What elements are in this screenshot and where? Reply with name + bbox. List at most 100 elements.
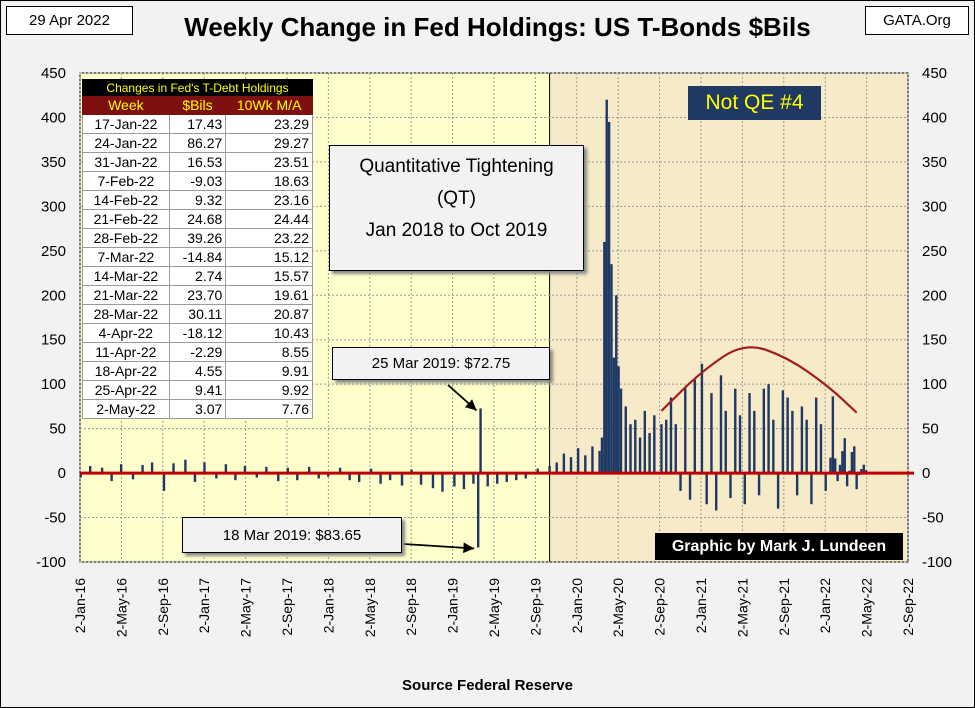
annotation-mar18: 18 Mar 2019: $83.65 <box>182 517 402 553</box>
data-bar <box>172 463 175 474</box>
data-bar <box>357 473 361 482</box>
table-cell: 2.74 <box>168 266 227 286</box>
x-tick-label: 2-Sep-19 <box>527 578 543 636</box>
y-tick-label-left: 100 <box>41 376 66 393</box>
data-bar <box>674 424 677 474</box>
x-tick-label: 2-Jan-21 <box>693 578 709 633</box>
data-bar <box>479 408 482 474</box>
table-row: 28-Feb-22 39.26 23.22 <box>82 228 313 248</box>
x-tick-label: 2-Jan-18 <box>320 578 336 633</box>
data-bar <box>410 469 413 474</box>
data-bar <box>562 453 566 474</box>
table-cell: 9.92 <box>225 380 313 400</box>
y-tick-label-right: -50 <box>922 510 944 527</box>
data-bar <box>605 99 608 474</box>
y-tick-label-left: 50 <box>49 421 66 438</box>
data-bar <box>615 295 618 474</box>
data-bar <box>348 473 351 481</box>
x-tick-label: 2-Sep-21 <box>776 578 792 636</box>
table-row: 21-Feb-22 24.68 24.44 <box>82 209 313 229</box>
x-tick-label: 2-May-18 <box>362 578 378 637</box>
table-header-cell: Week <box>82 95 170 115</box>
data-bar <box>369 468 373 474</box>
x-tick-label: 2-May-21 <box>734 578 750 637</box>
data-bar <box>786 397 789 474</box>
table-row: 14-Feb-22 9.32 23.16 <box>82 190 313 210</box>
table-cell: 14-Mar-22 <box>82 266 170 286</box>
table-cell: 23.51 <box>225 152 313 172</box>
data-bar <box>734 388 737 474</box>
data-bar <box>841 451 844 474</box>
x-tick-label: 2-May-20 <box>610 578 626 637</box>
data-bar <box>772 419 775 474</box>
data-bar <box>855 473 858 490</box>
data-bar <box>307 466 311 474</box>
y-tick-label-left: 0 <box>58 465 66 482</box>
table-row: 24-Jan-22 86.27 29.27 <box>82 133 313 153</box>
x-tick-label: 2-Jan-22 <box>817 578 833 633</box>
table-cell: 28-Mar-22 <box>82 304 170 324</box>
data-bar <box>743 473 746 505</box>
data-bar <box>184 459 187 474</box>
data-bar <box>643 410 647 474</box>
table-cell: 29.27 <box>225 133 313 153</box>
data-bar <box>431 473 435 489</box>
data-bar <box>710 393 713 474</box>
x-tick-label: 2-Sep-20 <box>652 578 668 636</box>
y-tick-label-left: 200 <box>41 287 66 304</box>
data-bar <box>576 448 580 474</box>
table-cell: 23.22 <box>225 228 313 248</box>
data-bar <box>338 467 342 474</box>
data-bar <box>224 464 228 474</box>
data-bar <box>462 473 466 490</box>
data-bar <box>634 419 637 474</box>
table-cell: 14-Feb-22 <box>82 190 170 210</box>
data-bar <box>753 410 756 474</box>
y-tick-label-right: 50 <box>922 421 939 438</box>
data-bar <box>441 473 444 492</box>
table-cell: 9.91 <box>225 361 313 381</box>
qt-line-2: (QT) <box>436 188 477 209</box>
table-cell: -18.12 <box>168 323 227 343</box>
y-tick-label-left: -100 <box>36 554 66 571</box>
data-bar <box>255 473 259 478</box>
table-row: 18-Apr-22 4.55 9.91 <box>82 361 313 381</box>
table-row: 7-Feb-22 -9.03 18.63 <box>82 171 313 191</box>
table-cell: 18-Apr-22 <box>82 361 170 381</box>
data-bar <box>757 473 761 496</box>
data-bar <box>781 390 785 474</box>
data-bar <box>598 450 601 474</box>
data-bar <box>110 473 113 482</box>
data-bar <box>150 462 154 474</box>
y-tick-label-right: 100 <box>922 376 947 393</box>
table-cell: 9.32 <box>168 190 227 210</box>
data-bar <box>89 465 92 474</box>
data-bar <box>814 397 818 474</box>
trend-arc <box>660 346 858 414</box>
table-cell: 4-Apr-22 <box>82 323 170 343</box>
data-bar <box>653 415 656 474</box>
table-header-cell: $Bils <box>168 95 227 115</box>
table-cell: 24-Jan-22 <box>82 133 170 153</box>
data-bar <box>286 467 289 474</box>
table-cell: 16.53 <box>168 152 227 172</box>
table-cell: 21-Mar-22 <box>82 285 170 305</box>
data-bar <box>600 437 604 474</box>
table-cell: 86.27 <box>168 133 227 153</box>
data-bar <box>862 464 865 474</box>
data-bar <box>591 446 594 474</box>
data-bar <box>819 424 823 474</box>
table-cell: 24.68 <box>168 209 227 229</box>
data-bar <box>215 473 218 479</box>
table-cell: 2-May-22 <box>82 399 170 419</box>
table-cell: 7-Feb-22 <box>82 171 170 191</box>
data-bar <box>243 465 247 474</box>
data-bar <box>729 473 732 498</box>
credit-label: Graphic by Mark J. Lundeen <box>655 533 903 560</box>
data-bar <box>795 473 799 496</box>
data-bar <box>834 458 837 474</box>
data-bar <box>141 465 144 474</box>
table-row: 4-Apr-22 -18.12 10.43 <box>82 323 313 343</box>
x-tick-label: 2-May-22 <box>859 578 875 637</box>
table-cell: 3.07 <box>168 399 227 419</box>
